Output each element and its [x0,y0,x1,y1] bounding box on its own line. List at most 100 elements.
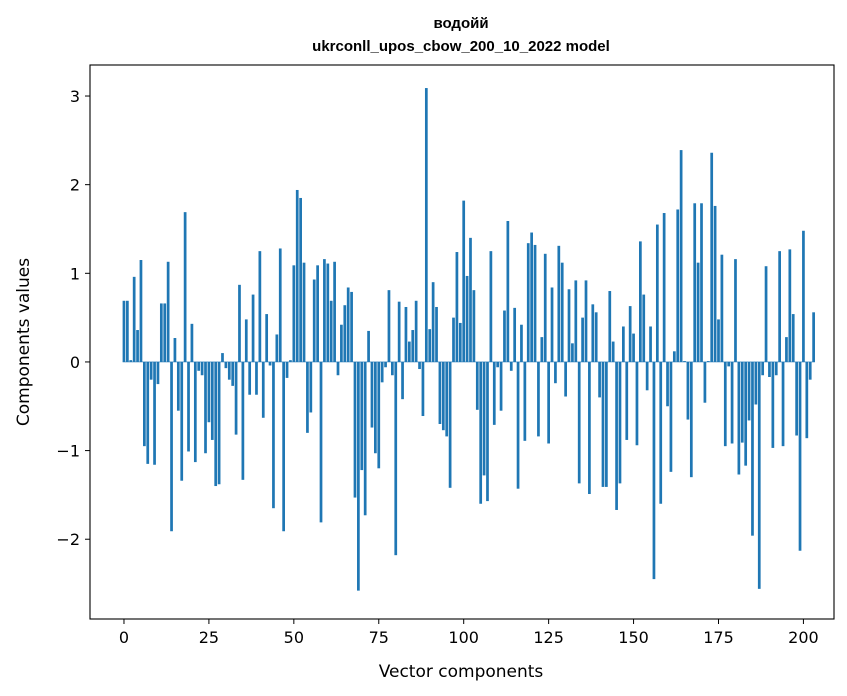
bar [411,330,415,362]
bar [659,361,663,504]
bar [523,361,527,441]
bar [581,317,584,362]
bar [414,300,418,362]
bar [615,361,618,510]
bar [689,361,693,478]
bars-group [122,88,815,591]
bar [404,306,408,362]
x-axis-label: Vector components [379,662,544,682]
bar [598,361,601,398]
bar [387,290,391,362]
bar [363,361,367,516]
y-tick-label: −2 [56,530,80,549]
bar [469,237,472,362]
y-tick-label: 1 [70,264,80,283]
bar [292,265,296,362]
bar [384,361,387,368]
bar [516,361,520,489]
bar [323,259,326,362]
bar [367,330,370,362]
bar [622,326,625,362]
bar [496,361,500,368]
bar [672,351,676,362]
bar [448,361,452,488]
bar [605,361,608,487]
bar [693,203,697,362]
bar [285,361,289,378]
bar [768,361,771,378]
bar [503,310,506,362]
bar [421,361,425,417]
bar [754,361,758,405]
bar [159,303,163,362]
bar [601,361,605,487]
bar [655,224,659,362]
bar [808,361,812,380]
bar [340,324,343,362]
bar [730,361,734,444]
bar [513,307,517,362]
bar [611,341,615,362]
bar [122,300,126,362]
bar [577,361,581,484]
bar [139,260,143,362]
bar [798,361,802,551]
bar [244,319,248,362]
bar [594,312,598,362]
bar [346,287,350,362]
bar [628,306,632,362]
bar [472,290,476,362]
bar [492,361,496,425]
bar [805,361,809,439]
x-tick-label: 0 [119,628,129,647]
bar [574,280,578,362]
bar [540,337,544,362]
bar [438,361,442,424]
bar [163,303,167,362]
bar [761,361,765,376]
x-tick-label: 125 [533,628,564,647]
x-tick-label: 50 [284,628,304,647]
bar [217,361,221,485]
bar [727,361,731,367]
bar [312,279,316,362]
y-tick-label: 2 [70,176,80,195]
bar [180,361,184,481]
bar [757,361,761,589]
bar [795,361,798,436]
bar [126,300,129,362]
bar [231,361,235,386]
bar [326,263,330,362]
bar [649,326,652,362]
bar [319,361,323,523]
bar [740,361,744,443]
bar [462,200,466,362]
bar [554,361,557,384]
bar [543,253,547,362]
bar [272,361,275,509]
bar [173,338,177,362]
bar [350,291,353,362]
bar [479,361,483,504]
bar [132,276,136,362]
bar [299,197,302,362]
bar [632,333,635,362]
bar [458,322,462,362]
bar [329,300,333,362]
bar [475,361,479,410]
y-tick-label: −1 [56,442,80,461]
bar [401,361,404,400]
bar [452,317,455,362]
bar [360,361,364,471]
bar [537,361,540,437]
bar [662,213,666,362]
bar [526,243,530,362]
bar [635,361,639,446]
bar [547,361,550,444]
bar [455,252,459,362]
bar [176,361,180,411]
bar [509,361,513,371]
bar [227,361,231,380]
bar [380,361,384,383]
bar [639,241,642,362]
